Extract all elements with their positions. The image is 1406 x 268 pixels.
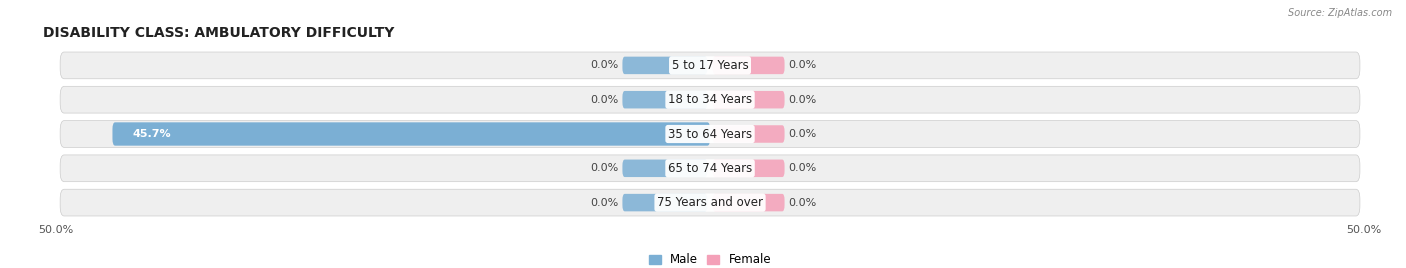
Text: 5 to 17 Years: 5 to 17 Years xyxy=(672,59,748,72)
FancyBboxPatch shape xyxy=(60,189,1360,216)
Text: Source: ZipAtlas.com: Source: ZipAtlas.com xyxy=(1288,8,1392,18)
FancyBboxPatch shape xyxy=(713,57,785,74)
Text: 18 to 34 Years: 18 to 34 Years xyxy=(668,93,752,106)
Text: 45.7%: 45.7% xyxy=(132,129,170,139)
FancyBboxPatch shape xyxy=(713,194,785,211)
FancyBboxPatch shape xyxy=(713,91,785,109)
Text: 0.0%: 0.0% xyxy=(591,198,619,208)
FancyBboxPatch shape xyxy=(623,159,707,177)
FancyBboxPatch shape xyxy=(60,155,1360,182)
Text: 0.0%: 0.0% xyxy=(591,95,619,105)
FancyBboxPatch shape xyxy=(623,91,707,109)
Text: 65 to 74 Years: 65 to 74 Years xyxy=(668,162,752,175)
Text: 0.0%: 0.0% xyxy=(789,95,817,105)
FancyBboxPatch shape xyxy=(713,159,785,177)
FancyBboxPatch shape xyxy=(623,194,707,211)
Text: 0.0%: 0.0% xyxy=(789,198,817,208)
Text: 0.0%: 0.0% xyxy=(591,163,619,173)
FancyBboxPatch shape xyxy=(60,52,1360,79)
FancyBboxPatch shape xyxy=(60,121,1360,147)
Text: 0.0%: 0.0% xyxy=(789,129,817,139)
Text: 0.0%: 0.0% xyxy=(789,163,817,173)
FancyBboxPatch shape xyxy=(713,125,785,143)
FancyBboxPatch shape xyxy=(60,86,1360,113)
Legend: Male, Female: Male, Female xyxy=(644,249,776,268)
FancyBboxPatch shape xyxy=(623,57,707,74)
Text: 0.0%: 0.0% xyxy=(789,60,817,70)
FancyBboxPatch shape xyxy=(112,122,710,146)
Text: 0.0%: 0.0% xyxy=(591,60,619,70)
Text: 75 Years and over: 75 Years and over xyxy=(657,196,763,209)
Text: 35 to 64 Years: 35 to 64 Years xyxy=(668,128,752,140)
Text: DISABILITY CLASS: AMBULATORY DIFFICULTY: DISABILITY CLASS: AMBULATORY DIFFICULTY xyxy=(44,26,395,40)
